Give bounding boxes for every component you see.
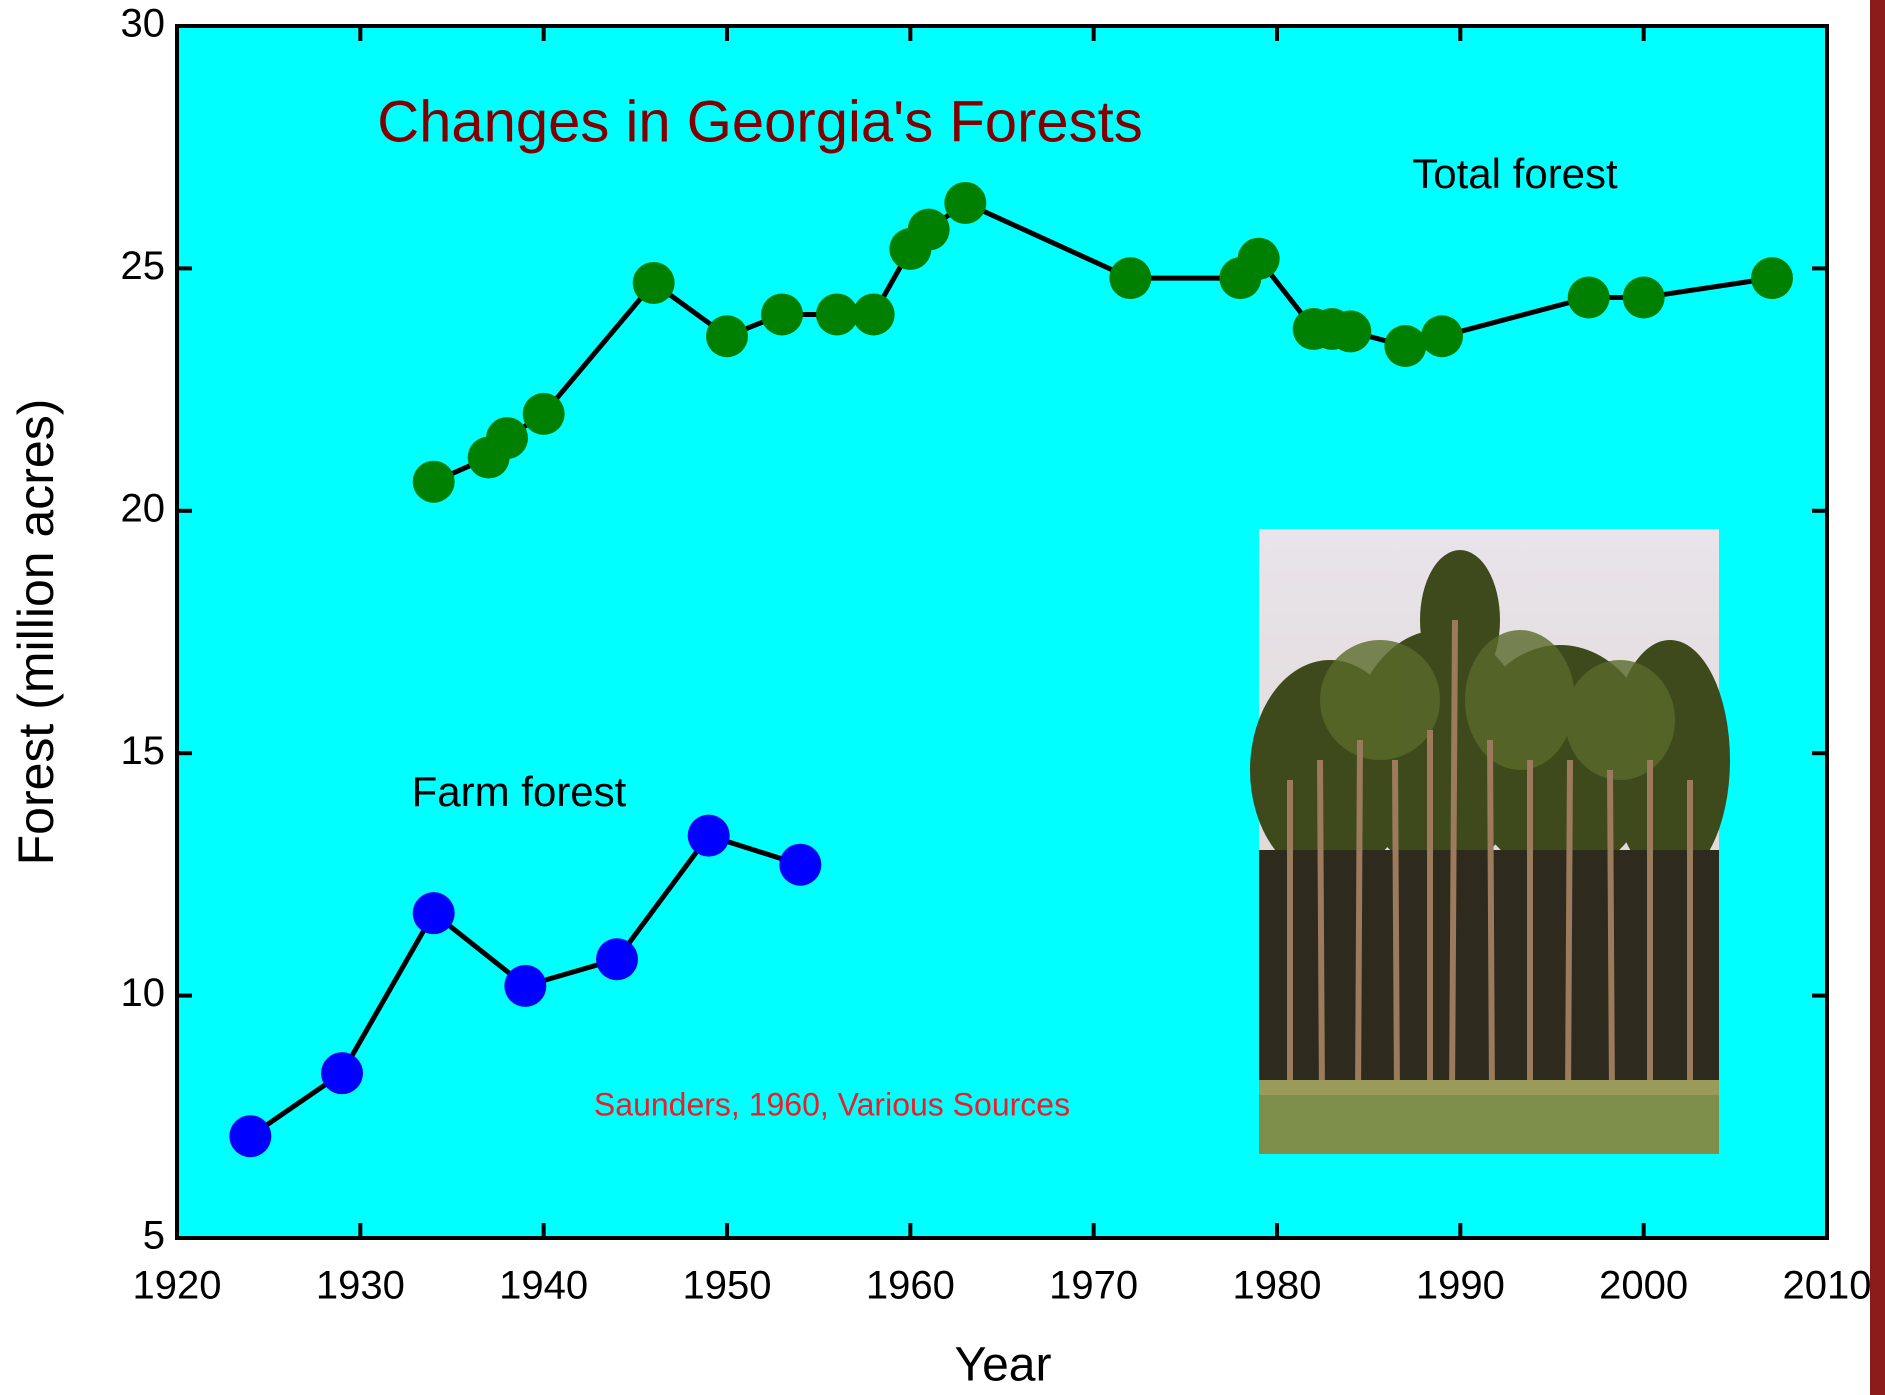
point [908,209,950,251]
point [413,461,455,503]
point [229,1115,271,1157]
edge-strip [1870,0,1885,1395]
annotation: Saunders, 1960, Various Sources [594,1086,1070,1122]
point [761,293,803,335]
x-tick-label: 1950 [683,1264,772,1308]
x-tick-label: 1930 [316,1264,405,1308]
y-tick-label: 5 [143,1214,165,1258]
point [816,293,858,335]
y-axis-title: Forest (million acres) [8,399,64,866]
point [486,417,528,459]
point [1238,238,1280,280]
x-tick-label: 1990 [1416,1264,1505,1308]
point [523,393,565,435]
x-tick-label: 2010 [1783,1264,1872,1308]
point [413,892,455,934]
point [779,844,821,886]
x-tick-label: 1980 [1233,1264,1322,1308]
x-tick-label: 2000 [1599,1264,1688,1308]
point [633,262,675,304]
point [321,1052,363,1094]
point [853,293,895,335]
page: {"chart_data": {"type": "line", "title":… [0,0,1885,1395]
point [1751,257,1793,299]
annotation: Total forest [1412,150,1618,197]
point [1384,325,1426,367]
point [1623,276,1665,318]
point [706,315,748,357]
point [944,182,986,224]
point [688,815,730,857]
x-tick-label: 1960 [866,1264,955,1308]
y-tick-label: 20 [121,486,166,530]
annotation: Farm forest [412,768,627,815]
y-tick-label: 10 [121,971,166,1015]
x-axis-title: Year [955,1339,1052,1392]
x-tick-label: 1920 [133,1264,222,1308]
chart: Changes in Georgia's Forests Total fores… [0,0,1885,1395]
y-tick-label: 15 [121,729,166,773]
point [1109,257,1151,299]
point [1568,276,1610,318]
photo [1250,529,1730,1154]
x-tick-label: 1940 [499,1264,588,1308]
chart-title: Changes in Georgia's Forests [377,89,1142,154]
point [596,938,638,980]
y-tick-label: 30 [121,2,166,46]
point [1421,315,1463,357]
point [1329,310,1371,352]
x-tick-label: 1970 [1049,1264,1138,1308]
y-tick-label: 25 [121,244,166,288]
point [504,965,546,1007]
